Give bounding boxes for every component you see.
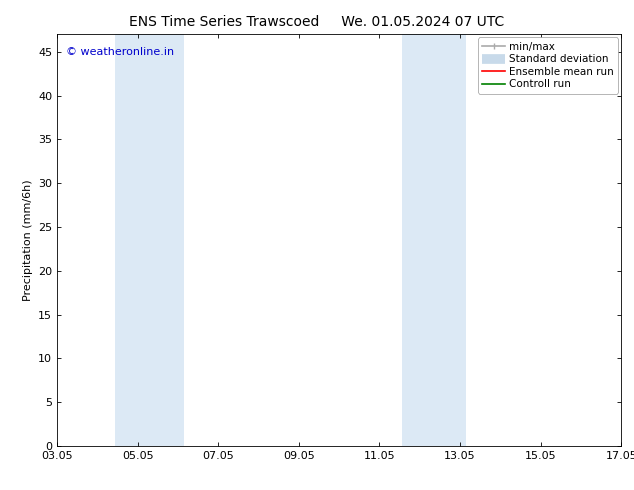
Legend: min/max, Standard deviation, Ensemble mean run, Controll run: min/max, Standard deviation, Ensemble me… (478, 37, 618, 94)
Text: © weatheronline.in: © weatheronline.in (65, 47, 174, 57)
Bar (403, 34, 466, 446)
Y-axis label: Precipitation (mm/6h): Precipitation (mm/6h) (23, 179, 32, 301)
Text: ENS Time Series Trawscoed     We. 01.05.2024 07 UTC: ENS Time Series Trawscoed We. 01.05.2024… (129, 15, 505, 29)
Bar (115, 34, 184, 446)
